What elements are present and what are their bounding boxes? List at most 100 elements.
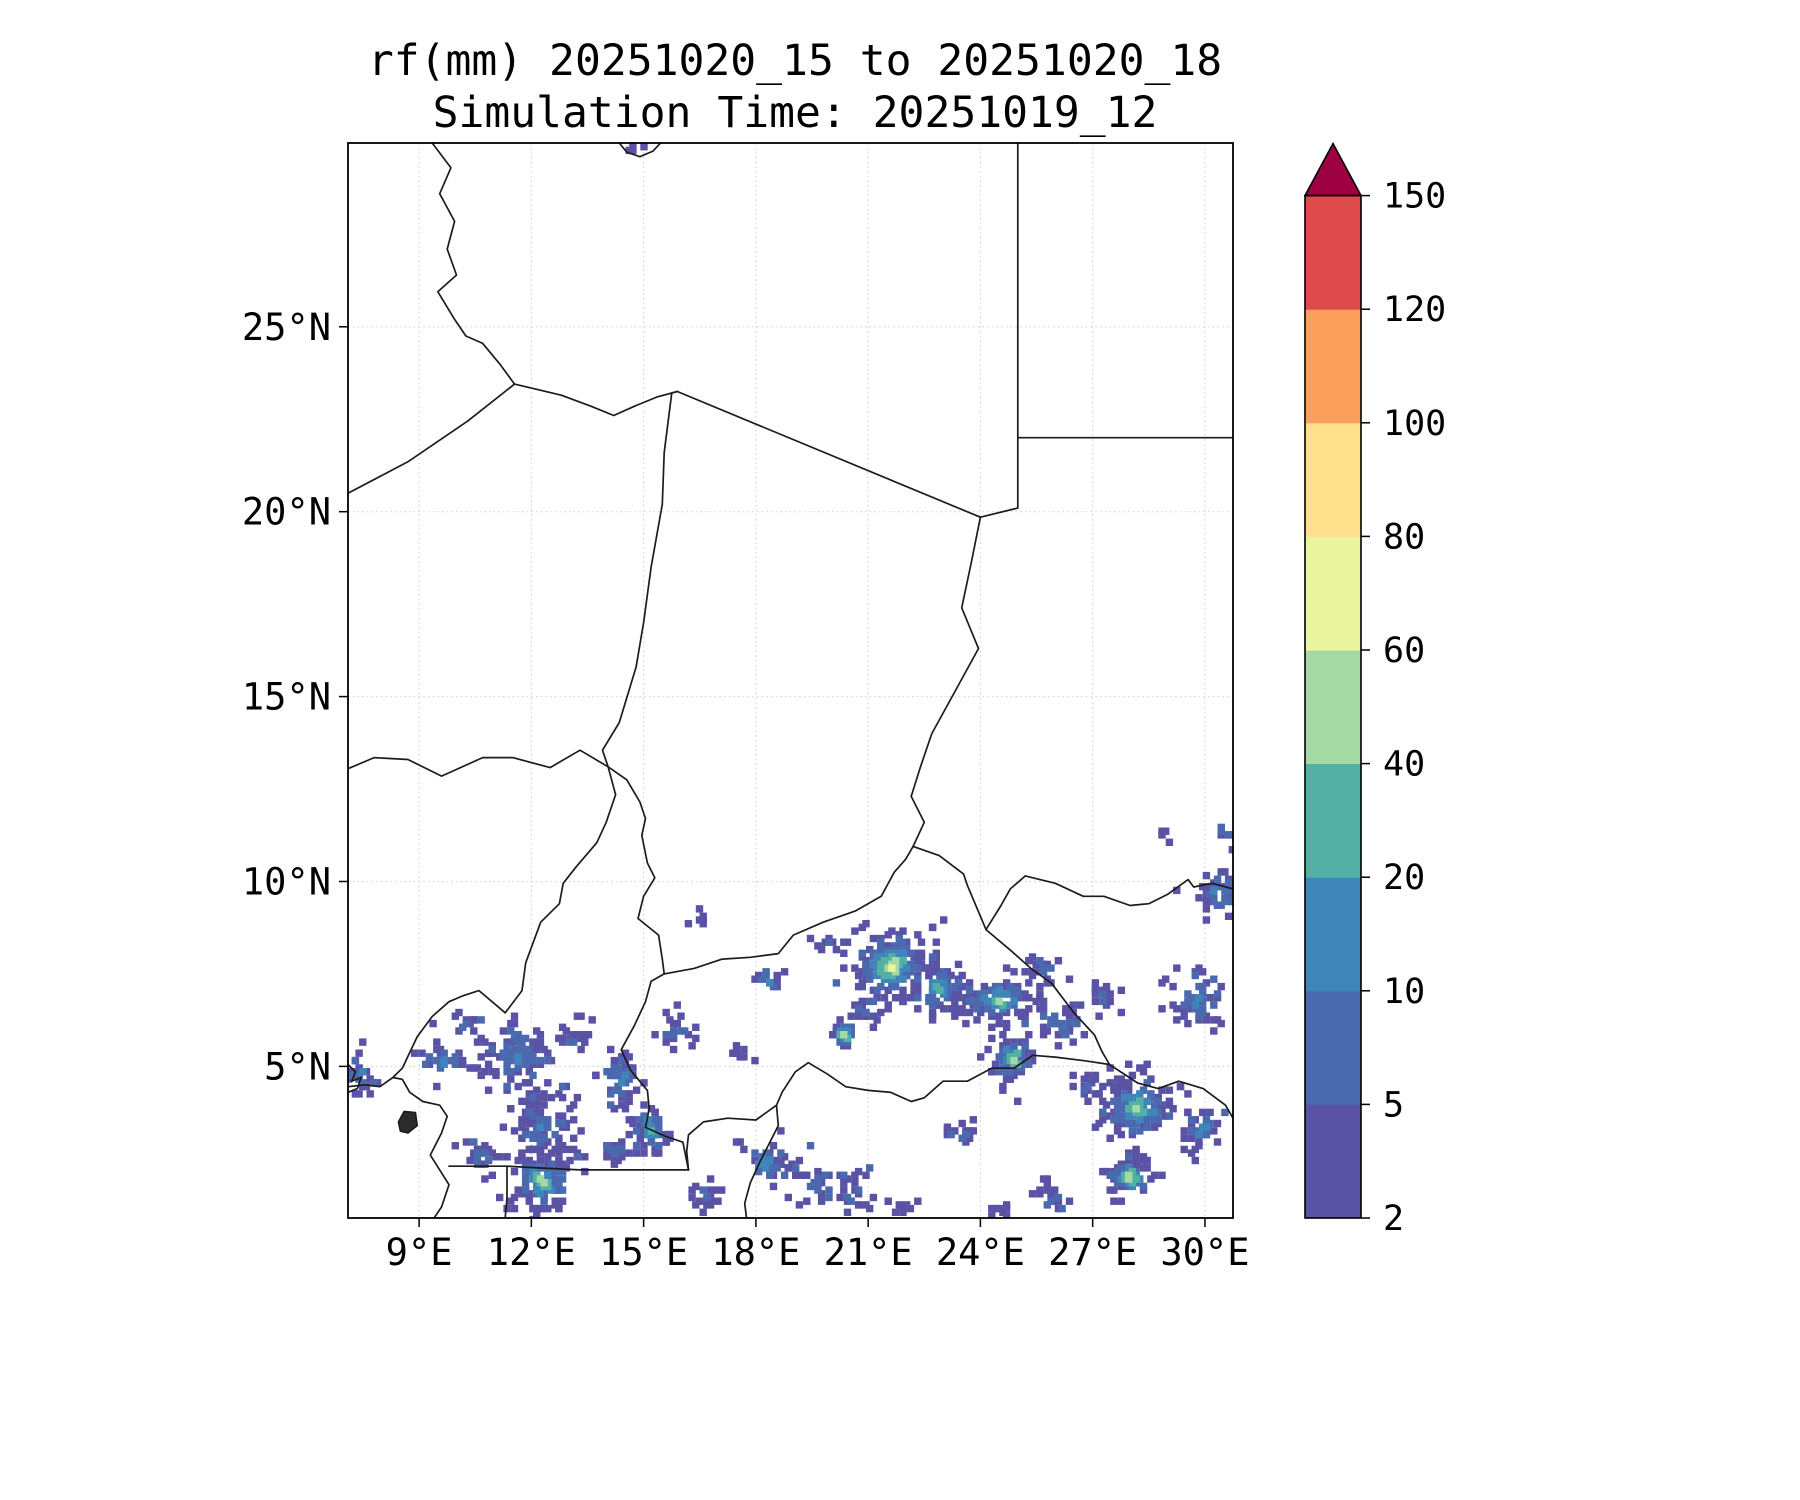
rain-cell: [1191, 1127, 1199, 1135]
rain-cell: [451, 1056, 459, 1065]
x-tick-label: 9°E: [386, 1231, 453, 1274]
border-line: [348, 1063, 362, 1094]
rain-cell: [1202, 1130, 1211, 1139]
rain-cell: [655, 1142, 663, 1150]
rain-cell: [1091, 1123, 1100, 1131]
rain-cell: [555, 1201, 563, 1209]
rain-cell: [1136, 1116, 1144, 1124]
rain-cell: [355, 1049, 363, 1057]
rain-cell: [1095, 1012, 1103, 1020]
rain-cell: [1065, 975, 1074, 983]
rain-cell: [1117, 986, 1125, 994]
rain-cell: [1202, 916, 1211, 924]
rain-cell: [684, 920, 693, 928]
rain-cell: [451, 1053, 459, 1061]
rain-cell: [625, 1090, 633, 1098]
rain-cell: [470, 1027, 478, 1035]
rain-cell: [869, 1193, 878, 1202]
rain-cell: [1043, 1175, 1051, 1183]
rain-cell: [1191, 1156, 1199, 1165]
rain-cell: [1150, 1101, 1159, 1109]
rain-cell: [1158, 1086, 1166, 1094]
rain-cell: [536, 1056, 545, 1065]
y-tick-label: 5°N: [264, 1045, 331, 1088]
rain-cell: [640, 143, 648, 151]
rain-cell: [525, 1145, 533, 1154]
border-line: [392, 765, 617, 1079]
rain-cell: [614, 1064, 622, 1072]
rain-cell: [699, 920, 707, 928]
rain-cell: [991, 1204, 1000, 1213]
rain-cell: [995, 1012, 1003, 1020]
rain-cell: [762, 1164, 770, 1172]
rain-cell: [1065, 1197, 1074, 1205]
rain-cell: [647, 1105, 656, 1113]
rain-cell: [555, 1119, 563, 1128]
rain-cell: [973, 1016, 981, 1024]
rain-cell: [1195, 982, 1203, 991]
rain-cell: [1158, 1005, 1166, 1013]
rain-cell: [610, 1149, 619, 1157]
rain-cell: [692, 1023, 700, 1031]
rain-cell: [1213, 1119, 1222, 1128]
rain-cell: [995, 1053, 1003, 1061]
rain-cell: [1010, 968, 1018, 976]
rain-cell: [1136, 1097, 1144, 1105]
rain-cell: [1224, 886, 1233, 895]
rain-cell: [1128, 1127, 1137, 1135]
rain-cell: [540, 1093, 548, 1102]
rain-cell: [348, 1075, 352, 1083]
rain-cell: [1173, 1005, 1181, 1013]
rain-cell: [1069, 1082, 1077, 1091]
rain-cell: [1213, 990, 1222, 998]
rain-cell: [603, 1153, 611, 1161]
y-tick-label: 25°N: [242, 306, 331, 349]
rain-cell: [370, 1079, 378, 1087]
rain-cell: [862, 1171, 870, 1179]
rain-cell: [936, 986, 944, 994]
rain-cell: [425, 1060, 434, 1068]
rain-cell: [473, 1064, 482, 1072]
rain-cell: [965, 986, 974, 994]
rain-cell: [529, 1053, 537, 1061]
rain-cell: [958, 1119, 966, 1128]
colorbar-frame: [1304, 194, 1362, 1219]
rain-cell: [1028, 1049, 1037, 1057]
rain-cell: [1217, 868, 1225, 876]
rain-cell: [1043, 979, 1051, 987]
rain-cell: [514, 1156, 522, 1165]
rain-cell: [540, 1179, 548, 1187]
rain-cell: [914, 1005, 922, 1013]
rain-cell: [1187, 1116, 1196, 1124]
rain-cell: [866, 1164, 874, 1172]
rain-cell: [1165, 1097, 1174, 1105]
rain-cell: [1039, 968, 1048, 976]
rain-cell: [669, 1019, 678, 1028]
rain-cell: [1036, 1186, 1044, 1194]
rain-cell: [507, 1105, 515, 1113]
border-line: [743, 1104, 780, 1218]
rain-cell: [655, 1149, 663, 1157]
rain-cell: [1147, 1090, 1155, 1098]
rain-cell: [903, 1201, 911, 1209]
rain-cell: [507, 1197, 515, 1205]
rain-cell: [1025, 994, 1033, 1002]
rain-cell: [1125, 1153, 1133, 1161]
rain-cell: [814, 1167, 822, 1176]
rain-cell: [481, 1175, 489, 1183]
rain-cell: [540, 1197, 548, 1205]
rain-cell: [1036, 982, 1044, 991]
rain-cell: [806, 1182, 815, 1191]
rain-cell: [1021, 1019, 1029, 1028]
rain-cell: [1213, 901, 1222, 909]
rain-cell: [803, 1171, 811, 1179]
rain-cell: [547, 1186, 556, 1194]
map-frame: [347, 142, 1234, 1219]
rain-cell: [470, 1138, 478, 1146]
rain-cell: [988, 1023, 996, 1031]
rain-cell: [488, 1045, 496, 1054]
rain-cell: [544, 1123, 552, 1131]
rain-cell: [1180, 1127, 1188, 1135]
rain-cell: [851, 1171, 859, 1179]
rain-cell: [928, 953, 937, 961]
